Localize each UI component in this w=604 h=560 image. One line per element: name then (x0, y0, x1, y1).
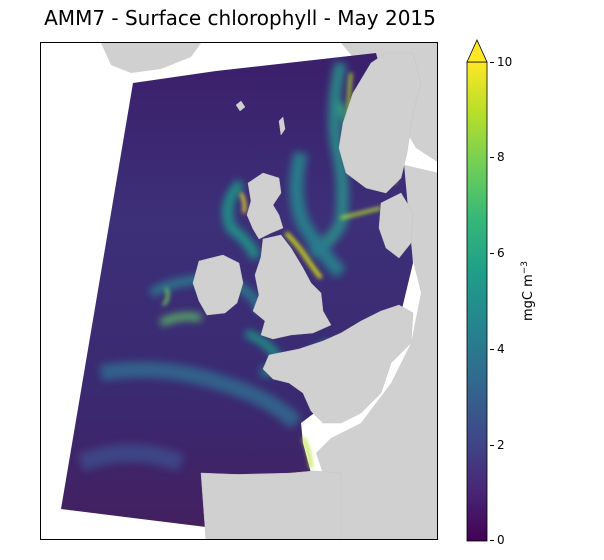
colorbar-tick-label-8: 8 (497, 150, 505, 164)
colorbar-gradient (466, 61, 488, 542)
colorbar-tick-2 (490, 445, 494, 446)
colorbar-tick-label-0: 0 (497, 533, 505, 547)
map-canvas (41, 43, 437, 539)
map-frame (40, 42, 438, 540)
land-in-domain (192, 52, 422, 539)
colorbar-label-unit: mgC m (521, 274, 537, 322)
colorbar-tick-10 (490, 62, 494, 63)
colorbar-tick-label-10: 10 (497, 55, 513, 69)
colorbar-tick-0 (490, 540, 494, 541)
map-title: AMM7 - Surface chlorophyll - May 2015 (44, 6, 436, 30)
colorbar-tick-4 (490, 349, 494, 350)
colorbar-tick-label-2: 2 (497, 438, 505, 452)
colorbar-tick-6 (490, 253, 494, 254)
colorbar-tick-label-4: 4 (497, 342, 505, 356)
colorbar-tick-8 (490, 157, 494, 158)
colorbar-extend-arrow (466, 39, 488, 63)
colorbar-tick-label-6: 6 (497, 246, 505, 260)
colorbar (466, 39, 488, 542)
colorbar-label: mgC m−3 (520, 261, 536, 321)
colorbar-label-exponent: −3 (519, 260, 530, 275)
